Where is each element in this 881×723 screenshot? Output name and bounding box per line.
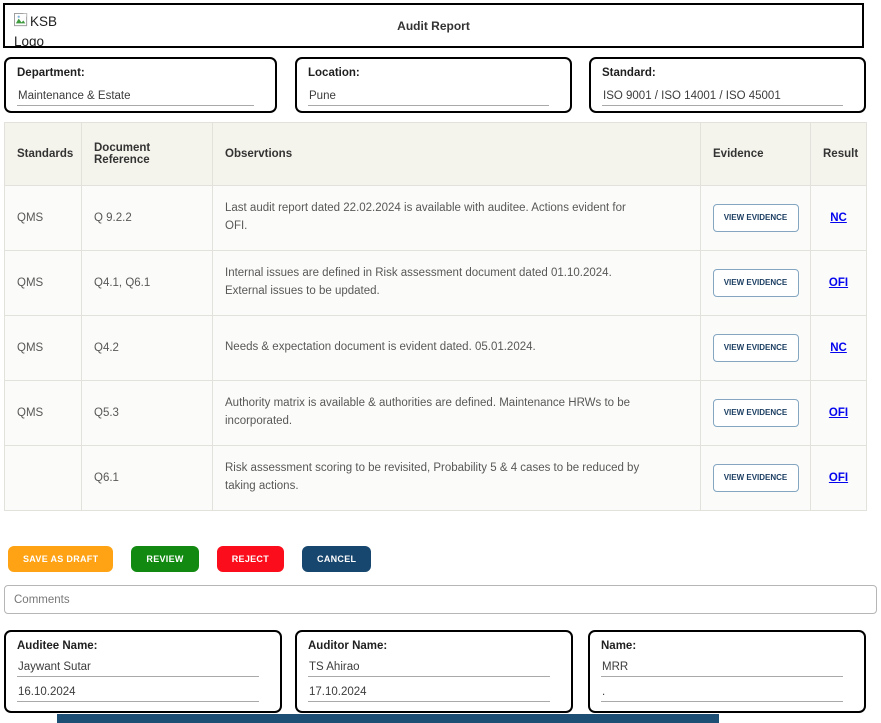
evidence-cell: VIEW EVIDENCE <box>701 186 811 251</box>
reject-button[interactable]: REJECT <box>217 546 284 572</box>
doc-ref-cell: Q5.3 <box>82 381 213 446</box>
report-header: KSB Logo Audit Report <box>3 3 864 48</box>
department-label: Department: <box>17 67 264 79</box>
result-link[interactable]: NC <box>830 212 847 224</box>
location-field-box: Location: <box>295 57 572 113</box>
department-field-box: Department: <box>4 57 277 113</box>
ksb-logo-broken-image: KSB Logo <box>14 12 72 48</box>
result-link[interactable]: OFI <box>829 472 848 484</box>
save-as-draft-button[interactable]: SAVE AS DRAFT <box>8 546 113 572</box>
info-fields-row: Department: Location: Standard: <box>4 57 881 113</box>
name-input[interactable] <box>601 659 843 677</box>
page-title: Audit Report <box>397 19 470 33</box>
observation-cell: Internal issues are defined in Risk asse… <box>213 251 701 316</box>
audit-table-body: QMS Q 9.2.2 Last audit report dated 22.0… <box>5 186 867 511</box>
result-cell: OFI <box>811 446 867 511</box>
auditee-date-input[interactable] <box>17 684 259 702</box>
auditee-name-input[interactable] <box>17 659 259 677</box>
table-row: Q6.1 Risk assessment scoring to be revis… <box>5 446 867 511</box>
actions-row: SAVE AS DRAFT REVIEW REJECT CANCEL <box>8 546 371 572</box>
table-row: QMS Q4.1, Q6.1 Internal issues are defin… <box>5 251 867 316</box>
auditee-field-box: Auditee Name: <box>4 630 282 713</box>
result-link[interactable]: NC <box>830 342 847 354</box>
observation-cell: Needs & expectation document is evident … <box>213 316 701 381</box>
doc-ref-cell: Q 9.2.2 <box>82 186 213 251</box>
observation-cell: Authority matrix is available & authorit… <box>213 381 701 446</box>
standard-cell: QMS <box>5 381 82 446</box>
table-row: QMS Q5.3 Authority matrix is available &… <box>5 381 867 446</box>
header-document-reference: Document Reference <box>82 123 213 186</box>
header-evidence: Evidence <box>701 123 811 186</box>
evidence-cell: VIEW EVIDENCE <box>701 381 811 446</box>
location-label: Location: <box>308 67 559 79</box>
department-input[interactable] <box>17 88 254 106</box>
header-observations: Observtions <box>213 123 701 186</box>
result-cell: NC <box>811 186 867 251</box>
broken-image-icon <box>14 13 29 28</box>
auditor-name-input[interactable] <box>308 659 550 677</box>
evidence-cell: VIEW EVIDENCE <box>701 446 811 511</box>
observation-cell: Last audit report dated 22.02.2024 is av… <box>213 186 701 251</box>
comments-input[interactable] <box>4 585 877 614</box>
result-cell: OFI <box>811 381 867 446</box>
auditor-date-input[interactable] <box>308 684 550 702</box>
result-cell: NC <box>811 316 867 381</box>
result-cell: OFI <box>811 251 867 316</box>
standard-cell: QMS <box>5 186 82 251</box>
standard-cell: QMS <box>5 316 82 381</box>
doc-ref-cell: Q4.2 <box>82 316 213 381</box>
header-standards: Standards <box>5 123 82 186</box>
standard-input[interactable] <box>602 88 843 106</box>
observation-cell: Risk assessment scoring to be revisited,… <box>213 446 701 511</box>
review-button[interactable]: REVIEW <box>131 546 198 572</box>
doc-ref-cell: Q4.1, Q6.1 <box>82 251 213 316</box>
view-evidence-button[interactable]: VIEW EVIDENCE <box>713 334 799 362</box>
name-date-input[interactable] <box>601 684 843 702</box>
result-link[interactable]: OFI <box>829 277 848 289</box>
standard-field-box: Standard: <box>589 57 866 113</box>
auditor-field-box: Auditor Name: <box>295 630 573 713</box>
name-field-box: Name: <box>588 630 866 713</box>
view-evidence-button[interactable]: VIEW EVIDENCE <box>713 204 799 232</box>
name-label: Name: <box>601 640 853 652</box>
bottom-scrollbar[interactable] <box>57 714 719 723</box>
view-evidence-button[interactable]: VIEW EVIDENCE <box>713 399 799 427</box>
table-row: QMS Q 9.2.2 Last audit report dated 22.0… <box>5 186 867 251</box>
auditee-name-label: Auditee Name: <box>17 640 269 652</box>
cancel-button[interactable]: CANCEL <box>302 546 371 572</box>
standard-label: Standard: <box>602 67 853 79</box>
audit-observations-table: Standards Document Reference Observtions… <box>4 122 867 511</box>
standard-cell <box>5 446 82 511</box>
table-row: QMS Q4.2 Needs & expectation document is… <box>5 316 867 381</box>
standard-cell: QMS <box>5 251 82 316</box>
table-header: Standards Document Reference Observtions… <box>5 123 867 186</box>
location-input[interactable] <box>308 88 549 106</box>
evidence-cell: VIEW EVIDENCE <box>701 316 811 381</box>
signature-fields-row: Auditee Name: Auditor Name: Name: <box>4 630 879 713</box>
view-evidence-button[interactable]: VIEW EVIDENCE <box>713 269 799 297</box>
result-link[interactable]: OFI <box>829 407 848 419</box>
evidence-cell: VIEW EVIDENCE <box>701 251 811 316</box>
auditor-name-label: Auditor Name: <box>308 640 560 652</box>
doc-ref-cell: Q6.1 <box>82 446 213 511</box>
view-evidence-button[interactable]: VIEW EVIDENCE <box>713 464 799 492</box>
header-result: Result <box>811 123 867 186</box>
